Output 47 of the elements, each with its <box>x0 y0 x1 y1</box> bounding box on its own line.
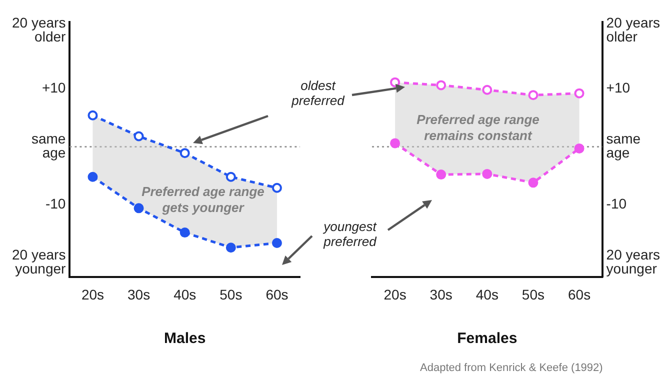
point <box>180 228 190 238</box>
x-axis-title: Females <box>457 330 518 348</box>
point <box>574 88 584 98</box>
point <box>482 84 492 95</box>
x-tick-label: 30s <box>430 286 452 302</box>
y-tick-label: -10 <box>606 196 627 212</box>
point <box>272 238 282 248</box>
annotation: Preferred age range gets younger <box>140 184 266 216</box>
y-tick-label: same age <box>606 130 641 161</box>
y-tick-label: 20 years younger <box>12 246 66 277</box>
x-tick-label: 60s <box>568 286 591 302</box>
point <box>134 131 144 142</box>
annotation: Preferred age range remains constant <box>416 112 540 144</box>
annotation: oldest preferred <box>290 78 346 108</box>
point <box>436 170 446 180</box>
x-tick-label: 20s <box>81 286 104 302</box>
x-tick-label: 40s <box>476 286 498 302</box>
x-tick-label: 60s <box>266 286 288 302</box>
point <box>226 172 236 182</box>
y-tick-label: -10 <box>45 196 66 212</box>
point <box>88 172 98 182</box>
y-tick-label: same age <box>31 130 66 161</box>
point <box>482 168 492 179</box>
x-tick-label: 20s <box>384 286 406 302</box>
x-tick-label: 40s <box>174 286 196 302</box>
point <box>574 143 584 154</box>
point <box>390 77 400 88</box>
x-axis-title: Males <box>164 330 206 348</box>
y-tick-label: +10 <box>606 80 630 96</box>
point <box>528 90 538 100</box>
y-tick-label: 20 years older <box>606 14 660 45</box>
point <box>226 242 236 253</box>
y-tick-label: 20 years younger <box>606 246 660 277</box>
point <box>180 148 190 158</box>
text: Adapted from Kenrick & Keefe (1992) <box>420 362 603 374</box>
x-tick-label: 50s <box>522 286 544 302</box>
x-tick-label: 30s <box>128 286 150 302</box>
point <box>436 80 446 90</box>
point <box>390 138 400 148</box>
annotation: youngest preferred <box>322 219 378 249</box>
point <box>272 182 282 193</box>
point <box>528 178 538 188</box>
y-tick-label: +10 <box>42 80 66 96</box>
point <box>88 110 98 120</box>
y-tick-label: 20 years older <box>12 14 66 45</box>
x-tick-label: 50s <box>220 286 242 302</box>
point <box>134 203 144 214</box>
